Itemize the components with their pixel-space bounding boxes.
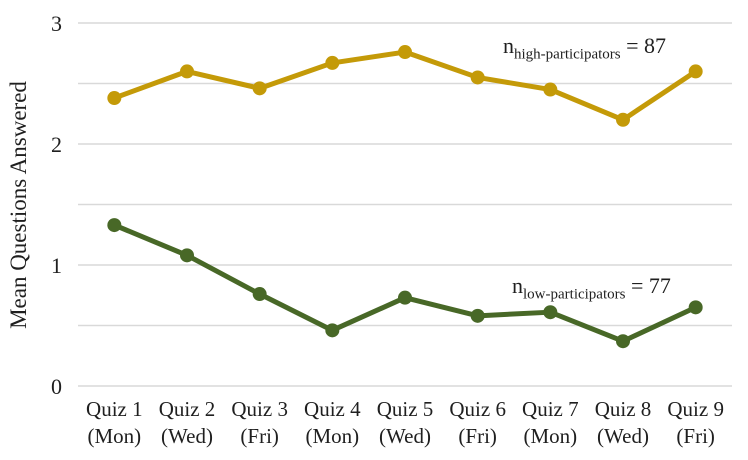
y-axis-title: Mean Questions Answered	[6, 81, 31, 329]
point-high-participators-9	[688, 64, 703, 79]
point-high-participators-7	[543, 82, 558, 97]
point-low-participators-1	[107, 218, 122, 233]
y-tick-label: 1	[51, 253, 62, 278]
x-tick-label: Quiz 9	[667, 397, 724, 421]
point-high-participators-5	[398, 45, 412, 60]
point-low-participators-7	[543, 305, 558, 320]
x-tick-sublabel: (Mon)	[305, 424, 359, 448]
x-tick-sublabel: (Wed)	[597, 424, 649, 448]
point-high-participators-3	[252, 81, 267, 96]
x-tick-sublabel: (Mon)	[87, 424, 141, 448]
x-tick-label: Quiz 2	[159, 397, 216, 421]
x-tick-label: Quiz 5	[377, 397, 434, 421]
y-tick-label: 0	[51, 374, 62, 399]
annotation-subscript: high-participators	[514, 46, 621, 63]
point-high-participators-1	[107, 91, 122, 106]
point-high-participators-6	[470, 70, 485, 85]
point-low-participators-8	[616, 334, 630, 349]
x-tick-sublabel: (Fri)	[676, 424, 715, 448]
point-low-participators-5	[398, 290, 412, 305]
annotation-suffix: = 77	[625, 273, 671, 298]
point-high-participators-2	[180, 64, 194, 79]
point-low-participators-4	[325, 323, 340, 338]
point-low-participators-3	[252, 287, 267, 302]
x-tick-label: Quiz 3	[231, 397, 288, 421]
x-tick-sublabel: (Mon)	[523, 424, 577, 448]
x-tick-label: Quiz 7	[522, 397, 579, 421]
x-tick-sublabel: (Fri)	[458, 424, 497, 448]
x-tick-label: Quiz 4	[304, 397, 361, 421]
annotation-suffix: = 87	[620, 33, 667, 58]
x-tick-label: Quiz 8	[595, 397, 652, 421]
x-tick-sublabel: (Wed)	[161, 424, 213, 448]
point-low-participators-9	[688, 300, 703, 315]
y-tick-label: 3	[51, 11, 62, 36]
x-tick-label: Quiz 6	[449, 397, 506, 421]
x-tick-sublabel: (Wed)	[379, 424, 431, 448]
x-tick-label: Quiz 1	[86, 397, 143, 421]
point-high-participators-8	[616, 112, 630, 127]
point-low-participators-6	[470, 308, 485, 323]
annotation-low-participators: nlow-participators = 77	[512, 273, 671, 303]
point-high-participators-4	[325, 55, 340, 70]
annotation-prefix: n	[503, 33, 514, 58]
annotation-prefix: n	[512, 273, 523, 298]
point-low-participators-2	[180, 248, 194, 263]
annotation-subscript: low-participators	[523, 286, 626, 303]
annotation-high-participators: nhigh-participators = 87	[503, 33, 667, 63]
y-tick-label: 2	[51, 132, 62, 157]
x-tick-sublabel: (Fri)	[240, 424, 279, 448]
